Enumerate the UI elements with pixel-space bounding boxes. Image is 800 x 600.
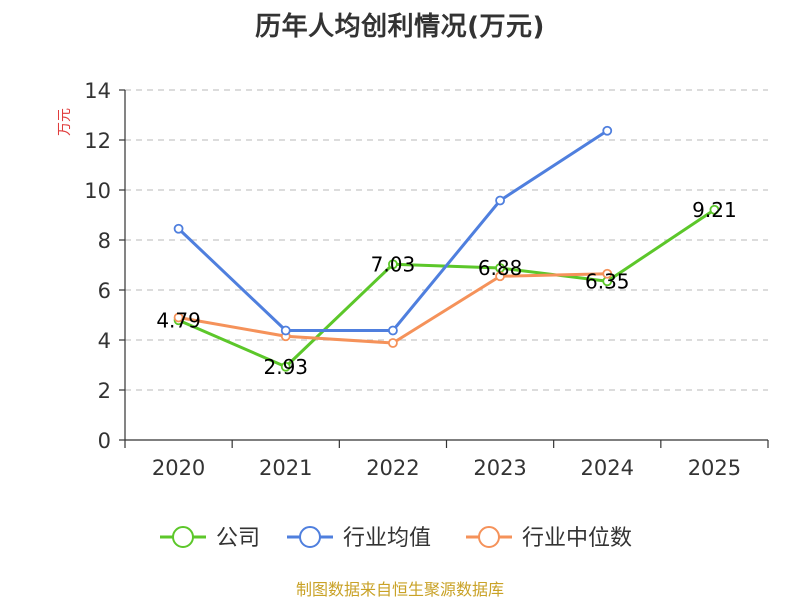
- data-point[interactable]: [280, 361, 291, 372]
- legend-label: 公司: [216, 526, 260, 551]
- data-point[interactable]: [495, 195, 505, 206]
- legend[interactable]: 公司 行业均值 行业中位数: [160, 526, 632, 551]
- data-label: 4.79: [156, 308, 201, 332]
- grid-layer: [125, 89, 768, 391]
- y-axis-title: 万元: [57, 108, 73, 136]
- legend-item-0[interactable]: 公司: [160, 526, 260, 551]
- data-label: 6.35: [585, 269, 630, 293]
- data-point[interactable]: [173, 223, 184, 234]
- data-point[interactable]: [602, 268, 613, 279]
- legend-item-1[interactable]: 行业均值: [287, 526, 431, 551]
- x-tick-label: 2020: [152, 456, 205, 480]
- data-point[interactable]: [388, 338, 398, 348]
- series-layer: [173, 125, 720, 372]
- chart-title: 历年人均创利情况(万元): [255, 12, 545, 42]
- y-tick-label: 10: [84, 179, 111, 203]
- y-tick-label: 12: [84, 129, 111, 153]
- legend-marker: [478, 526, 500, 548]
- y-tick-label: 4: [98, 329, 111, 353]
- x-tick-label: 2023: [473, 456, 526, 480]
- data-label: 6.88: [478, 256, 523, 280]
- series-line-0: [177, 208, 716, 369]
- y-tick-label: 2: [98, 379, 111, 403]
- data-label: 2.93: [263, 355, 308, 379]
- y-tick-label: 14: [84, 79, 111, 103]
- y-tick-label: 6: [98, 279, 111, 303]
- data-point[interactable]: [173, 312, 184, 323]
- data-label-layer: 4.79 2.93 7.03 6.88 6.35 9.21: [156, 198, 736, 379]
- series-line-1: [177, 129, 609, 332]
- data-point[interactable]: [602, 125, 613, 136]
- legend-marker: [299, 526, 321, 548]
- source-note: 制图数据来自恒生聚源数据库: [295, 580, 504, 599]
- data-label: 9.21: [692, 198, 737, 222]
- x-tick-label: 2022: [366, 456, 419, 480]
- y-tick-label: 0: [98, 429, 111, 453]
- x-tick-label: 2024: [581, 456, 634, 480]
- data-point[interactable]: [280, 325, 291, 336]
- data-point[interactable]: [709, 204, 720, 215]
- legend-label: 行业中位数: [522, 526, 632, 551]
- data-point[interactable]: [388, 325, 398, 336]
- y-tick-label: 8: [98, 229, 111, 253]
- legend-label: 行业均值: [343, 526, 431, 551]
- data-label: 7.03: [371, 252, 416, 276]
- legend-item-2[interactable]: 行业中位数: [466, 526, 632, 551]
- data-point[interactable]: [388, 259, 398, 270]
- legend-marker: [172, 526, 194, 548]
- axis-layer: 0 2 4 6 8 10 12 14 2020 2021 2022 2023 2024 2025 万元: [57, 79, 769, 480]
- data-point[interactable]: [495, 271, 505, 282]
- x-tick-label: 2021: [259, 456, 312, 480]
- x-tick-label: 2025: [688, 456, 741, 480]
